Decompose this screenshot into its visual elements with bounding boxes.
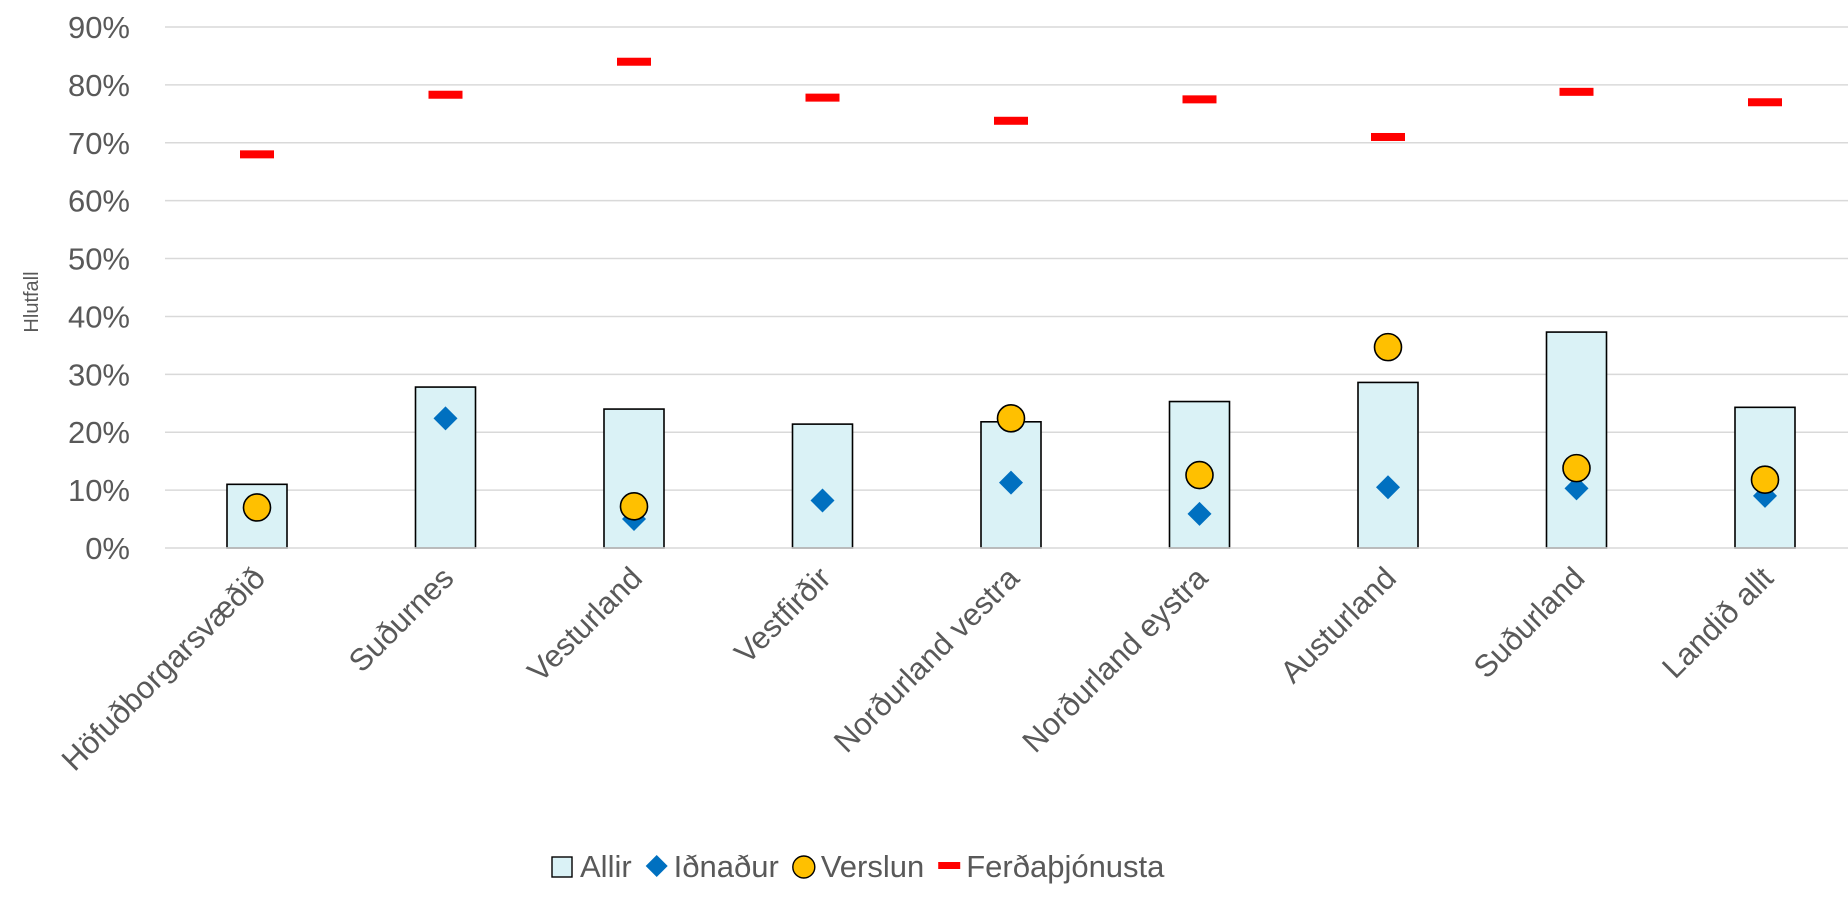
y-tick-label: 80% bbox=[68, 68, 130, 103]
y-tick-label: 10% bbox=[68, 473, 130, 508]
diamond-marker-2 bbox=[433, 406, 458, 431]
y-tick-label: 90% bbox=[68, 10, 130, 45]
circle-marker-5 bbox=[996, 404, 1026, 433]
legend-label: Verslun bbox=[821, 849, 924, 884]
circle-marker-3 bbox=[619, 492, 649, 521]
dash-marker-4 bbox=[805, 93, 840, 102]
diamond-marker-7 bbox=[1376, 475, 1400, 500]
x-tick-label: Norðurland vestra bbox=[827, 560, 1027, 760]
circle-marker-7 bbox=[1373, 332, 1403, 362]
diamond-marker-6 bbox=[1187, 501, 1212, 526]
bar-4 bbox=[791, 423, 854, 549]
x-tick-label: Vestfirðir bbox=[727, 560, 837, 670]
x-tick-label: Vesturland bbox=[521, 560, 649, 688]
diamond-marker-5 bbox=[999, 470, 1023, 495]
y-tick-label: 60% bbox=[68, 184, 130, 219]
x-tick-label: Landið allt bbox=[1655, 560, 1780, 685]
legend-swatch-circle bbox=[792, 855, 816, 879]
bars-series bbox=[226, 331, 1796, 549]
x-tick-label: Suðurland bbox=[1467, 560, 1592, 685]
dash-marker-1 bbox=[240, 150, 274, 159]
y-tick-label: 30% bbox=[68, 357, 130, 392]
x-axis-ticks: Höfuðborgarsvæðið Suðurnes Vesturland Vestf… bbox=[55, 560, 1781, 778]
y-axis-ticks: 0% 10% 20% 30% 40% 50% 60% 70% 80% 90% bbox=[68, 10, 130, 566]
circle-marker-1 bbox=[242, 493, 272, 522]
diamond-marker-8 bbox=[1564, 476, 1589, 501]
x-tick-label: Norðurland eystra bbox=[1015, 560, 1215, 760]
x-tick-label: Austurland bbox=[1273, 560, 1403, 690]
x-tick-label: Suðurnes bbox=[342, 560, 461, 679]
legend-label: Allir bbox=[580, 849, 632, 884]
y-tick-label: 70% bbox=[68, 126, 130, 161]
y-tick-label: 40% bbox=[68, 299, 130, 334]
dash-marker-7 bbox=[1371, 132, 1405, 141]
bar-8 bbox=[1545, 331, 1608, 549]
diamond-marker-4 bbox=[810, 488, 835, 513]
y-axis-title: Hlutfall bbox=[21, 271, 43, 332]
legend-swatch-diamond bbox=[645, 855, 668, 877]
circle-marker-8 bbox=[1562, 453, 1591, 483]
dash-marker-3 bbox=[617, 57, 651, 66]
legend-label: Iðnaður bbox=[674, 849, 779, 884]
dash-marker-2 bbox=[428, 90, 463, 99]
dash-marker-9 bbox=[1748, 98, 1782, 107]
dash-marker-5 bbox=[994, 116, 1028, 125]
x-tick-label: Höfuðborgarsvæðið bbox=[55, 560, 272, 777]
bar-7 bbox=[1357, 381, 1419, 549]
y-tick-label: 20% bbox=[68, 415, 130, 450]
legend-label: Ferðaþjónusta bbox=[966, 849, 1165, 884]
dash-marker-6 bbox=[1182, 95, 1217, 104]
dash-series bbox=[240, 57, 1782, 159]
legend: Allir Iðnaður Verslun Ferðaþjónusta bbox=[551, 849, 1165, 884]
legend-swatch-bar bbox=[551, 856, 573, 878]
dash-marker-8 bbox=[1559, 87, 1594, 96]
y-tick-label: 50% bbox=[68, 242, 130, 277]
circle-marker-9 bbox=[1750, 465, 1780, 494]
y-tick-label: 0% bbox=[85, 531, 130, 566]
circle-marker-6 bbox=[1185, 460, 1214, 490]
circle-series bbox=[242, 332, 1780, 522]
legend-swatch-dash bbox=[938, 862, 961, 869]
